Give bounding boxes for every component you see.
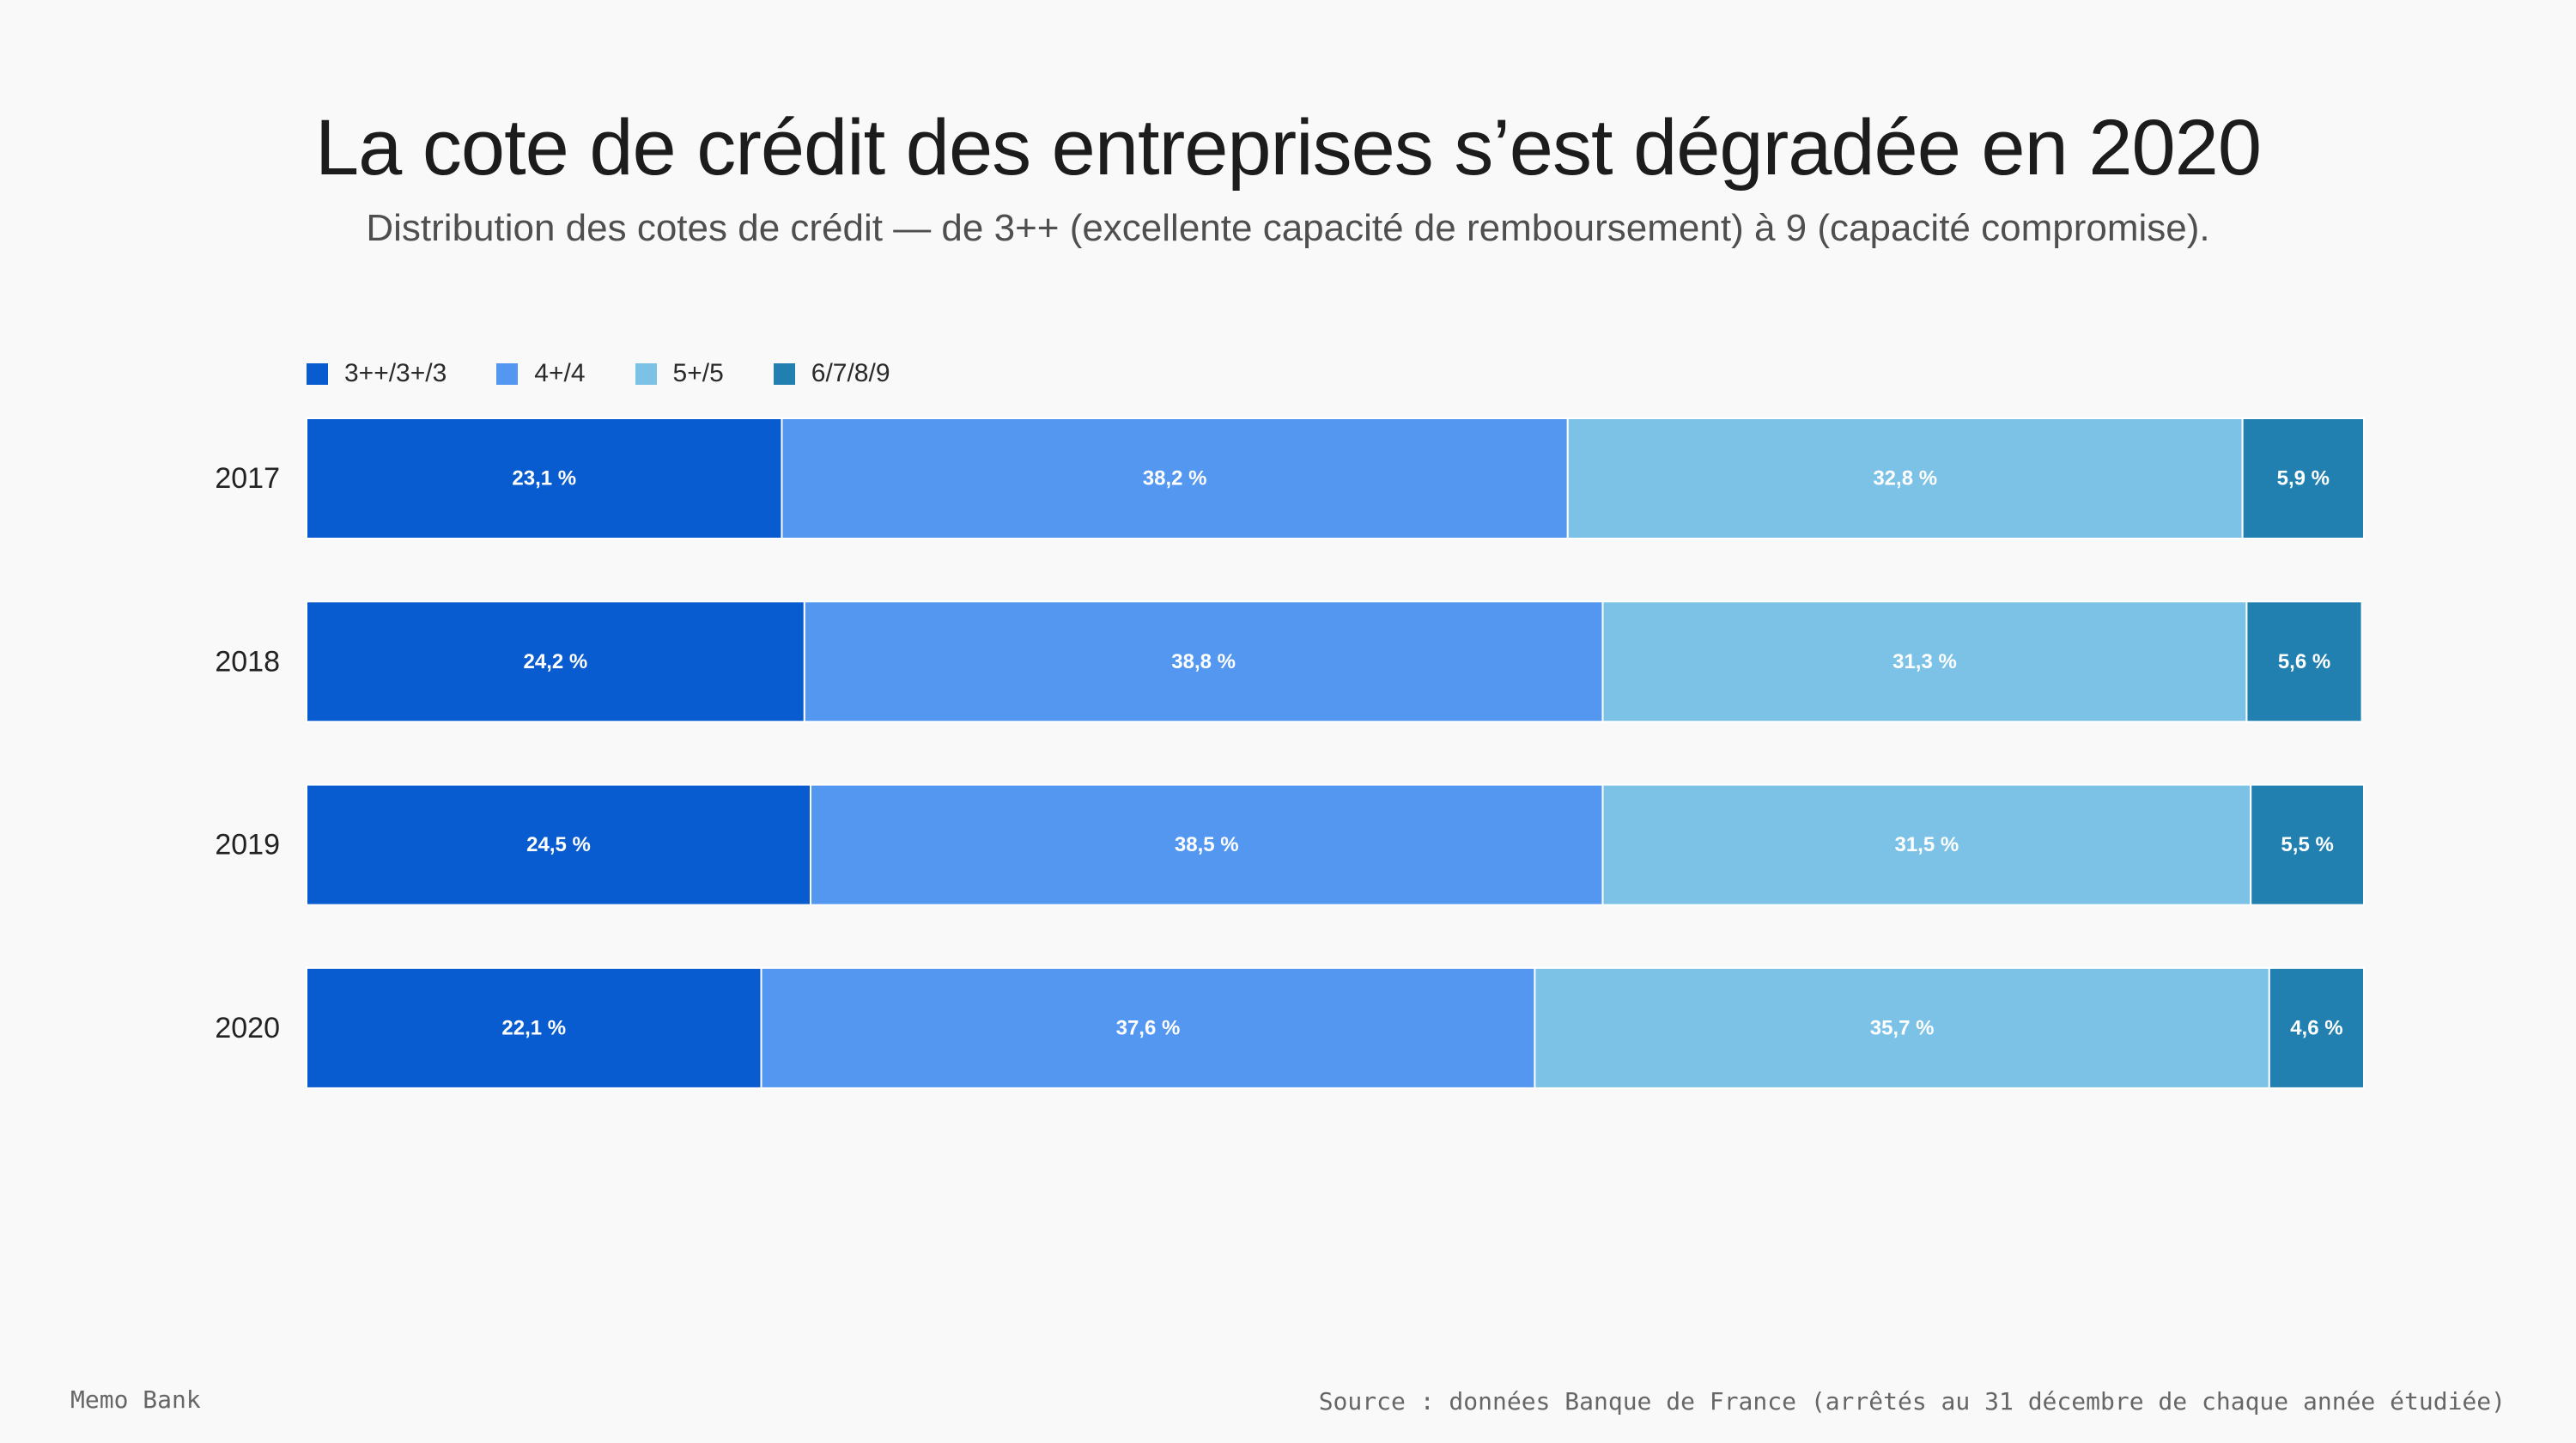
legend-label-series-3: 5+/5 — [672, 359, 724, 387]
legend-label-series-2: 4+/4 — [534, 359, 586, 387]
bar-segment-2019-series-4 — [2250, 783, 2365, 906]
source-note: Source : données Banque de France (arrêt… — [1318, 1387, 2506, 1416]
legend-swatch-series-2 — [496, 362, 519, 385]
data-label-2020-series-2: 37,6 % — [1116, 1016, 1181, 1039]
bar-segment-2020-series-4 — [2268, 966, 2365, 1089]
y-tick-label-2020: 2020 — [215, 1012, 280, 1044]
legend: 3++/3+/3 4+/4 5+/5 6/7/8/9 — [307, 356, 940, 391]
y-tick-label-2018: 2018 — [215, 645, 280, 678]
legend-item-series-1: 3++/3+/3 — [307, 356, 447, 391]
y-tick-label-2017: 2017 — [215, 462, 280, 495]
bar-segment-2018-series-2 — [803, 600, 1604, 723]
legend-item-series-2: 4+/4 — [496, 356, 586, 391]
bar-segment-2019-series-2 — [810, 783, 1604, 906]
bar-segment-2017-series-1 — [306, 417, 783, 539]
brand-label: Memo Bank — [70, 1385, 201, 1414]
legend-item-series-3: 5+/5 — [635, 356, 724, 391]
bar-segment-2020-series-1 — [306, 966, 762, 1089]
data-label-2017-series-1: 23,1 % — [512, 467, 576, 490]
bar-segment-2020-series-3 — [1534, 966, 2270, 1089]
data-label-2017-series-4: 5,9 % — [2277, 467, 2330, 490]
data-label-2020-series-3: 35,7 % — [1870, 1016, 1935, 1039]
chart-title: La cote de crédit des entreprises s’est … — [315, 104, 2262, 192]
bar-segment-2018-series-3 — [1601, 600, 2248, 723]
data-label-2020-series-4: 4,6 % — [2290, 1016, 2342, 1039]
data-label-2018-series-4: 5,6 % — [2278, 650, 2330, 673]
chart-subtitle: Distribution des cotes de crédit — de 3+… — [366, 207, 2210, 249]
legend-item-series-4: 6/7/8/9 — [773, 356, 890, 391]
legend-swatch-series-3 — [635, 362, 657, 385]
data-label-2017-series-2: 38,2 % — [1143, 467, 1207, 490]
data-label-2018-series-1: 24,2 % — [524, 650, 588, 673]
bar-segment-2017-series-3 — [1566, 417, 2244, 539]
data-label-2018-series-2: 38,8 % — [1171, 650, 1236, 673]
data-label-2019-series-4: 5,5 % — [2281, 833, 2333, 856]
data-label-2018-series-3: 31,3 % — [1893, 650, 1957, 673]
bar-segment-2020-series-2 — [760, 966, 1536, 1089]
legend-swatch-series-4 — [773, 362, 795, 385]
data-label-2017-series-3: 32,8 % — [1873, 467, 1937, 490]
data-label-2019-series-1: 24,5 % — [526, 833, 591, 856]
legend-label-series-1: 3++/3+/3 — [344, 359, 447, 387]
data-label-2020-series-1: 22,1 % — [501, 1016, 566, 1039]
bar-segment-2018-series-4 — [2245, 600, 2363, 723]
bar-segment-2018-series-1 — [306, 600, 805, 723]
y-tick-label-2019: 2019 — [215, 829, 280, 862]
data-label-2019-series-3: 31,5 % — [1894, 833, 1959, 856]
legend-swatch-series-1 — [307, 362, 328, 385]
legend-label-series-4: 6/7/8/9 — [811, 359, 890, 387]
data-label-2019-series-2: 38,5 % — [1175, 833, 1239, 856]
bar-segment-2017-series-4 — [2241, 417, 2365, 539]
